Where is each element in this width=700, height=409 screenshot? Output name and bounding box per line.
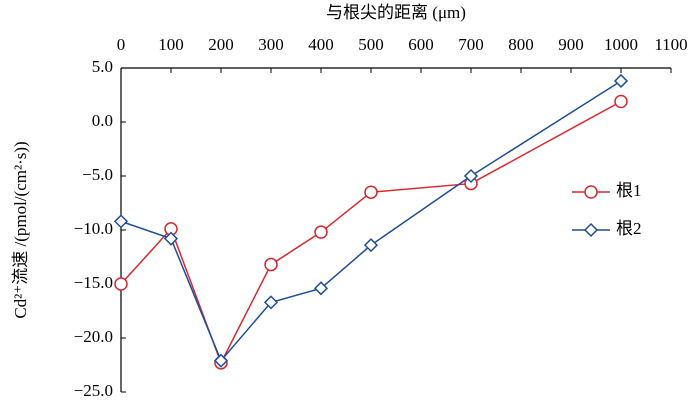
x-tick-label: 600 — [408, 35, 434, 54]
y-tick-label: −5.0 — [82, 165, 113, 184]
x-tick-label: 900 — [558, 35, 584, 54]
point — [314, 225, 328, 239]
point — [163, 231, 179, 246]
x-tick-label: 1100 — [654, 35, 687, 54]
x-tick-label: 500 — [358, 35, 384, 54]
point — [613, 73, 629, 89]
point — [313, 281, 329, 296]
point — [113, 214, 129, 229]
point — [263, 295, 279, 310]
series-line — [120, 100, 622, 365]
point — [614, 94, 628, 109]
y-tick-label: 5.0 — [92, 57, 113, 76]
x-tick-label: 1000 — [604, 35, 638, 54]
x-tick-label: 800 — [508, 35, 534, 54]
point — [363, 238, 379, 253]
y-tick-label: −10.0 — [74, 219, 113, 238]
x-tick-label: 100 — [158, 35, 184, 54]
y-axis-label: Cd²⁺流速 /(pmol/(cm²·s)) — [11, 141, 30, 318]
point — [264, 257, 278, 272]
point — [213, 353, 229, 368]
series-line — [120, 80, 622, 363]
y-tick-label: −25.0 — [74, 381, 113, 400]
legend-label: 根2 — [616, 219, 642, 238]
point — [364, 185, 378, 199]
x-tick-label: 200 — [208, 35, 234, 54]
x-tick-label: 0 — [117, 35, 126, 54]
x-tick-label: 300 — [258, 35, 284, 54]
x-tick-label: 700 — [458, 35, 484, 54]
legend-label: 根1 — [616, 181, 642, 200]
y-tick-label: −15.0 — [74, 273, 113, 292]
legend-marker — [584, 185, 598, 199]
y-tick-label: 0.0 — [92, 111, 113, 130]
x-axis-label: 与根尖的距离 (μm) — [326, 3, 466, 22]
legend-marker — [583, 222, 599, 238]
x-tick-label: 400 — [308, 35, 334, 54]
y-tick-label: −20.0 — [74, 327, 113, 346]
point — [114, 277, 128, 291]
point — [463, 168, 479, 184]
